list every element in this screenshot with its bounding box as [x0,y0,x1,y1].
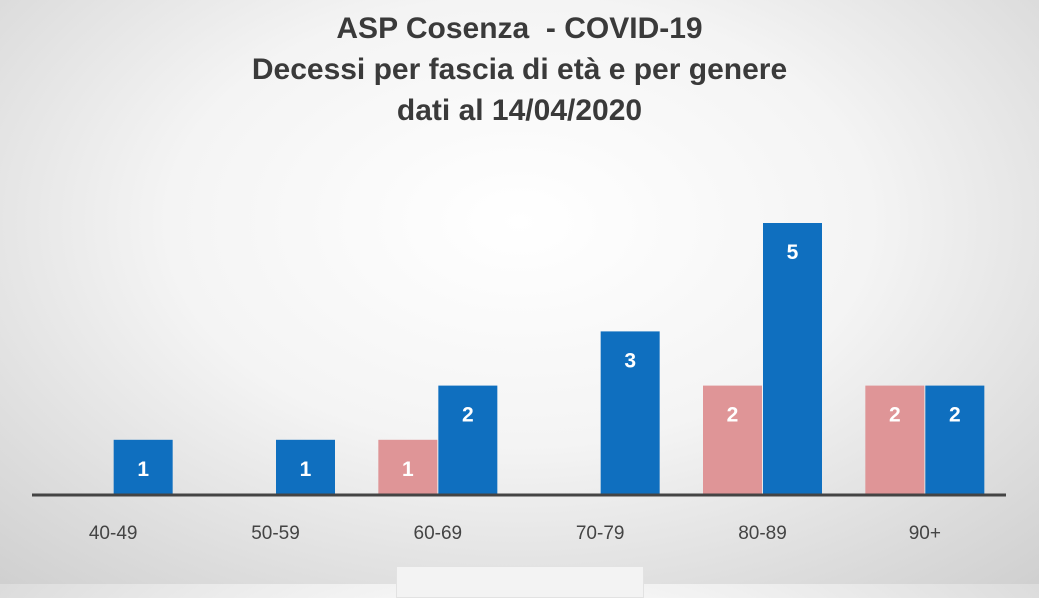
bar-female-80-89 [703,385,762,494]
x-tick-label: 50-59 [251,523,300,544]
data-label-female-80-89: 2 [727,404,739,427]
data-label-male-50-59: 1 [300,458,312,481]
bar-male-40-49 [113,439,173,494]
bar-male-70-79 [600,331,660,494]
chart-title: ASP Cosenza - COVID-19 Decessi per fasci… [0,8,1039,131]
data-label-male-40-49: 1 [137,458,149,481]
x-tick-labels-group: 40-49 50-59 60-69 70-79 80-89 90+ [89,523,941,544]
bar-labels-group: 1 1 1 2 3 2 5 2 2 [137,241,960,481]
data-label-male-70-79: 3 [624,349,636,372]
data-label-female-90+: 2 [889,404,901,427]
data-label-male-60-69: 2 [462,404,474,427]
x-tick-label: 70-79 [576,523,625,544]
bars-group [113,223,985,494]
data-label-female-60-69: 1 [402,458,414,481]
bar-chart: 1 1 1 2 3 2 5 2 2 40-49 50-59 60-69 70-79 80-89 90+ [32,223,1006,544]
bar-female-60-69 [378,439,438,494]
x-tick-label: 90+ [909,523,941,544]
bar-male-60-69 [438,385,498,494]
bar-male-80-89 [763,223,822,494]
data-label-male-80-89: 5 [787,241,799,264]
chart-title-line-1: ASP Cosenza - COVID-19 [336,12,703,45]
bar-male-90+ [925,385,985,494]
x-tick-label: 40-49 [89,523,138,544]
legend-box [396,566,644,598]
bar-male-50-59 [276,439,335,494]
data-label-male-90+: 2 [949,404,961,427]
x-tick-label: 60-69 [414,523,463,544]
chart-title-line-3: dati al 14/04/2020 [396,94,643,127]
chart-title-line-2: Decessi per fascia di età e per genere [251,53,788,86]
bar-female-90+ [865,385,925,494]
x-tick-label: 80-89 [738,523,787,544]
